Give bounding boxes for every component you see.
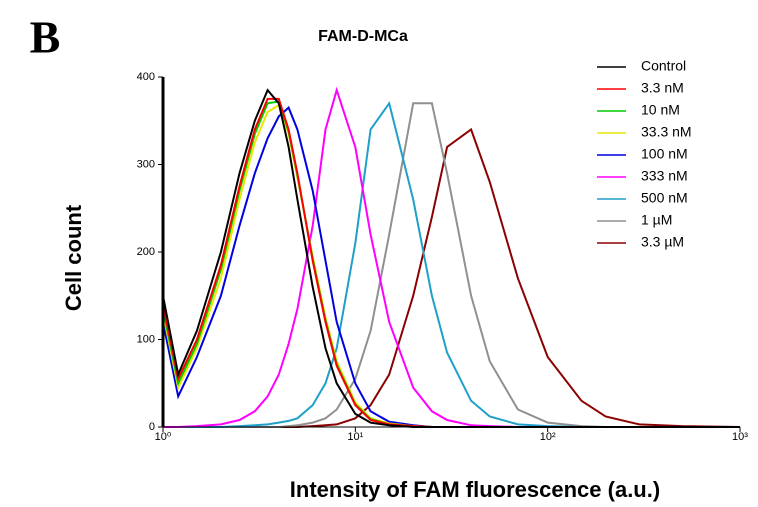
legend-label: 1 µM: [641, 212, 672, 228]
legend-label: 100 nM: [641, 146, 688, 162]
y-tick-label: 300: [137, 158, 155, 170]
x-tick-label: 10²: [540, 431, 556, 443]
legend-label: 3.3 µM: [641, 234, 684, 250]
x-tick-label: 10¹: [347, 431, 363, 443]
x-tick-label: 10³: [732, 431, 748, 443]
y-tick-label: 100: [137, 333, 155, 345]
chart-title: FAM-D-MCa: [318, 28, 408, 45]
legend-label: Control: [641, 58, 686, 74]
y-tick-label: 200: [137, 246, 155, 258]
legend-label: 3.3 nM: [641, 80, 684, 96]
panel-label: B: [30, 12, 61, 63]
legend-label: 500 nM: [641, 190, 688, 206]
y-tick-label: 400: [137, 71, 155, 83]
legend-label: 33.3 nM: [641, 124, 692, 140]
x-tick-label: 10⁰: [155, 431, 172, 443]
legend-label: 10 nM: [641, 102, 680, 118]
series-line: [162, 88, 740, 428]
y-axis-label: Cell count: [61, 204, 86, 311]
x-axis-label: Intensity of FAM fluorescence (a.u.): [290, 477, 660, 502]
legend-label: 333 nM: [641, 168, 688, 184]
y-tick-label: 0: [149, 421, 155, 433]
